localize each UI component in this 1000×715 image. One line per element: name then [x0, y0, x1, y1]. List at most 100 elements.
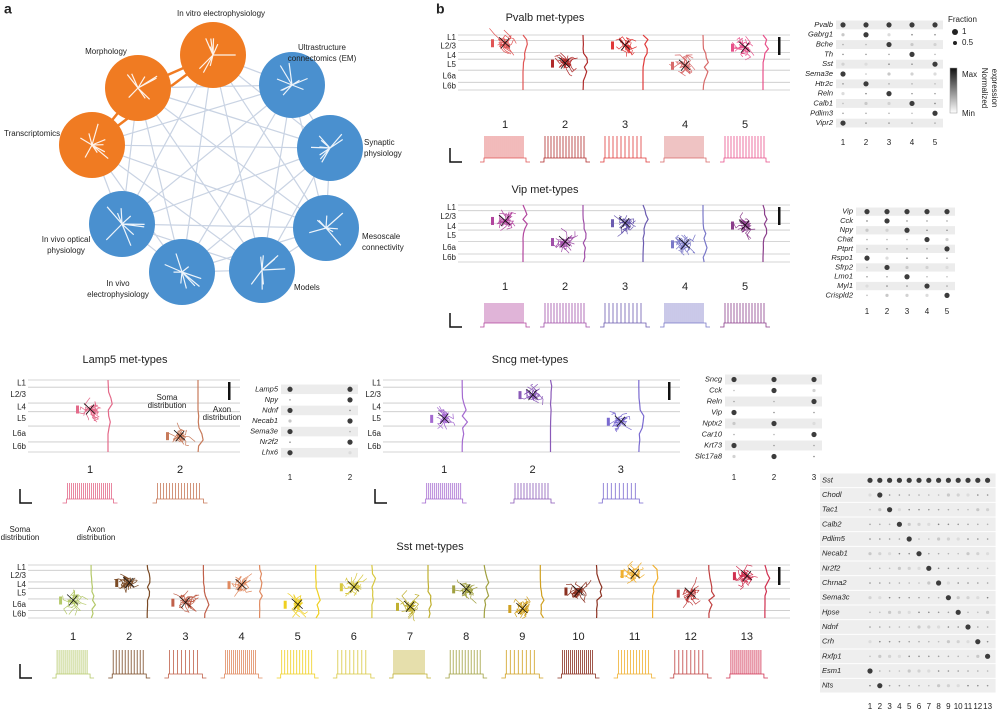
panel-title: Lamp5 met-types	[83, 354, 168, 366]
annotation: Axon	[213, 405, 231, 414]
expression-dot	[888, 684, 891, 687]
expression-dot	[885, 293, 889, 297]
expression-dot	[885, 256, 889, 260]
expression-dot	[813, 411, 815, 414]
expression-dot	[908, 626, 910, 628]
expression-dot	[917, 625, 921, 629]
expression-dot	[976, 654, 980, 658]
expression-dot	[886, 238, 888, 241]
expression-dot	[865, 112, 867, 115]
legend-dot	[953, 41, 957, 45]
expression-dot	[926, 220, 928, 222]
type-number: 3	[622, 119, 628, 131]
soma-distribution	[551, 59, 554, 68]
expression-dot	[927, 581, 931, 585]
ephys-trace	[510, 483, 555, 504]
row-band	[281, 405, 358, 416]
gene-label: Sncg	[705, 374, 723, 383]
ephys-trace	[501, 650, 544, 679]
node-icon	[250, 254, 286, 290]
expression-dot	[937, 640, 940, 643]
expression-dot	[946, 640, 951, 644]
expression-dot	[731, 376, 737, 383]
axon-distribution	[651, 564, 659, 618]
expression-dot	[898, 670, 901, 672]
morphology-soma	[740, 569, 753, 582]
ephys-trace	[52, 650, 95, 679]
expression-dot	[976, 596, 980, 600]
expression-dot	[869, 626, 871, 628]
layer-label: L4	[447, 222, 456, 231]
expression-dot	[869, 611, 871, 614]
gene-label: Hpse	[822, 607, 840, 616]
expression-dot	[733, 400, 735, 403]
type-number: 5	[742, 281, 748, 293]
type-number: 3	[618, 464, 624, 476]
legend-axis-title: expression	[990, 69, 999, 108]
morphology	[613, 215, 636, 237]
expression-dot	[887, 507, 893, 513]
expression-dot	[287, 407, 293, 414]
expression-dot	[865, 122, 867, 124]
expression-dot	[986, 596, 989, 599]
expression-dot	[840, 120, 846, 126]
row-band	[856, 244, 955, 253]
expression-dot	[840, 22, 846, 28]
annotation: Soma	[10, 525, 31, 534]
node-icon	[198, 38, 236, 73]
ephys-trace	[660, 136, 710, 163]
expression-dot	[868, 596, 872, 600]
expression-dot	[945, 237, 949, 242]
edge	[181, 54, 214, 273]
row-band	[820, 488, 996, 502]
layer-label: L5	[372, 414, 381, 423]
soma-distribution	[518, 391, 522, 400]
expression-dot	[924, 209, 930, 215]
expression-dot	[985, 477, 991, 483]
morphology-soma	[173, 429, 186, 442]
expression-dot	[866, 294, 868, 297]
node-icon	[276, 63, 308, 96]
expression-dot	[898, 684, 901, 687]
soma-distribution	[396, 602, 399, 611]
expression-dot	[888, 122, 890, 124]
gene-label: Esm1	[822, 666, 841, 675]
layer-label: L5	[17, 414, 26, 423]
soma-distribution	[227, 581, 231, 590]
gene-label: Pdlim5	[822, 534, 846, 543]
expression-dot	[864, 101, 868, 106]
expression-dot	[885, 228, 889, 232]
expression-dot	[868, 493, 872, 497]
morphology	[732, 212, 756, 241]
row-band	[820, 678, 996, 693]
expression-dot	[348, 451, 352, 455]
expression-dot	[911, 122, 913, 124]
type-number: 7	[407, 631, 413, 643]
edge	[181, 84, 293, 273]
expression-dot	[879, 538, 881, 540]
soma-distribution	[606, 417, 610, 426]
morphology	[671, 234, 696, 256]
ephys-trace	[600, 303, 650, 328]
expression-dot	[985, 653, 991, 659]
axon-distribution	[427, 565, 432, 619]
layer-label: L2/3	[440, 42, 456, 51]
gene-label: Gabrg1	[808, 30, 833, 39]
expression-dot	[918, 582, 920, 584]
expression-dot	[906, 220, 908, 222]
expression-dot	[986, 626, 989, 628]
expression-dot	[966, 493, 970, 497]
expression-dot	[944, 246, 950, 252]
legend-gradient	[949, 67, 958, 114]
type-number: 6	[351, 631, 357, 643]
layer-label: L6a	[443, 243, 457, 252]
gene-label: Calb2	[822, 519, 842, 528]
soma-distribution	[339, 583, 343, 592]
morphology-soma	[516, 602, 528, 615]
morphology-soma	[558, 235, 571, 248]
morphology-soma	[179, 596, 191, 608]
expression-dot	[986, 640, 989, 643]
type-number: 8	[463, 631, 469, 643]
expression-dot	[898, 626, 901, 628]
soma-distribution	[671, 240, 674, 249]
